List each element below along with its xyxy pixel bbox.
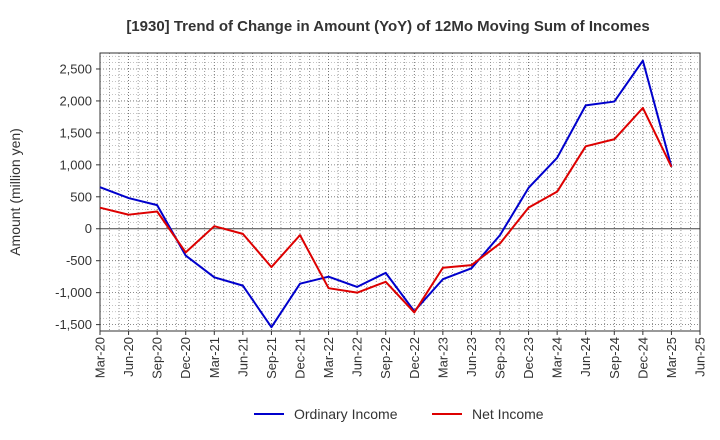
- x-tick-label: Jun-21: [235, 337, 250, 377]
- y-tick-label: 500: [70, 189, 92, 204]
- x-tick-label: Mar-25: [664, 337, 679, 378]
- x-tick-label: Dec-21: [293, 337, 308, 379]
- x-tick-label: Dec-24: [635, 337, 650, 379]
- x-tick-label: Mar-21: [207, 337, 222, 378]
- y-tick-label: 2,000: [59, 93, 92, 108]
- x-tick-label: Jun-20: [121, 337, 136, 377]
- series-line-1: [99, 106, 673, 314]
- legend-label: Ordinary Income: [294, 406, 398, 422]
- y-tick-label: -1,000: [55, 285, 92, 300]
- grid: [100, 53, 700, 332]
- x-tick-label: Jun-22: [350, 337, 365, 377]
- axes: -1,500 -1,000 -500 0 500 1,000 1,500 2,000 2,500…: [55, 52, 708, 379]
- y-tick-label: -1,500: [55, 317, 92, 332]
- x-tick-label: Mar-20: [93, 337, 108, 378]
- y-axis-label: Amount (million yen): [7, 128, 23, 256]
- series-line-0: [99, 59, 673, 329]
- plot-frame: [99, 52, 701, 332]
- plot-area: [100, 53, 700, 331]
- legend-label: Net Income: [472, 406, 544, 422]
- x-tick-label: Jun-25: [693, 337, 708, 377]
- series-layer: [99, 59, 673, 329]
- x-tick-label: Mar-22: [321, 337, 336, 378]
- y-tick-label: 0: [85, 221, 92, 236]
- x-tick-label: Sep-24: [607, 337, 622, 379]
- x-tick-label: Sep-21: [264, 337, 279, 379]
- x-tick-label: Dec-23: [521, 337, 536, 379]
- x-tick-label: Jun-23: [464, 337, 479, 377]
- y-tick-label: -500: [66, 253, 92, 268]
- y-tick-label: 1,500: [59, 125, 92, 140]
- y-tick-label: 1,000: [59, 157, 92, 172]
- legend: Ordinary Income Net Income: [254, 406, 544, 422]
- x-tick-label: Sep-22: [378, 337, 393, 379]
- chart-title: [1930] Trend of Change in Amount (YoY) o…: [126, 18, 649, 35]
- x-tick-label: Jun-24: [578, 337, 593, 377]
- x-tick-label: Mar-23: [435, 337, 450, 378]
- y-tick-label: 2,500: [59, 61, 92, 76]
- x-tick-label: Sep-20: [150, 337, 165, 379]
- x-tick-label: Dec-20: [178, 337, 193, 379]
- x-tick-label: Dec-22: [407, 337, 422, 379]
- x-tick-label: Mar-24: [550, 337, 565, 378]
- x-tick-label: Sep-23: [493, 337, 508, 379]
